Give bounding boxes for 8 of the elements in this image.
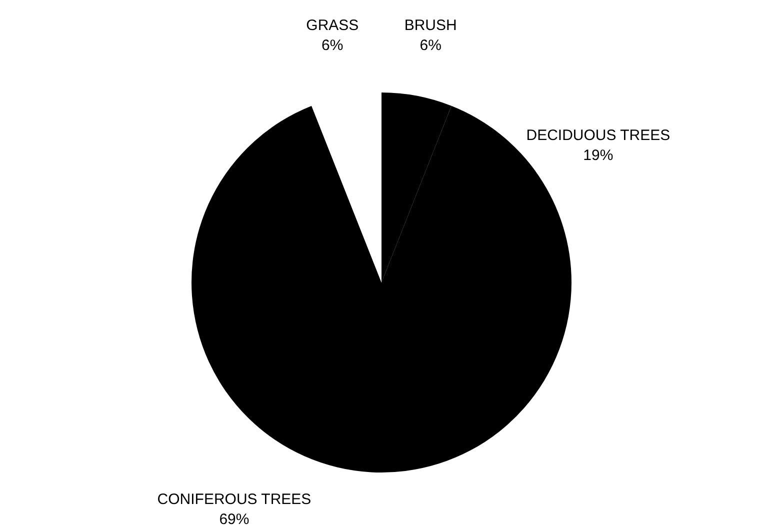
slice-label: DECIDUOUS TREES <box>526 127 670 144</box>
slice-label: BRUSH <box>404 17 457 34</box>
data-label: 19% <box>583 147 614 164</box>
data-label: 6% <box>322 37 344 54</box>
data-label: 6% <box>420 37 442 54</box>
slice-label: CONIFEROUS TREES <box>157 491 312 508</box>
data-label: 69% <box>219 511 250 525</box>
slice-label: GRASS <box>306 17 359 34</box>
